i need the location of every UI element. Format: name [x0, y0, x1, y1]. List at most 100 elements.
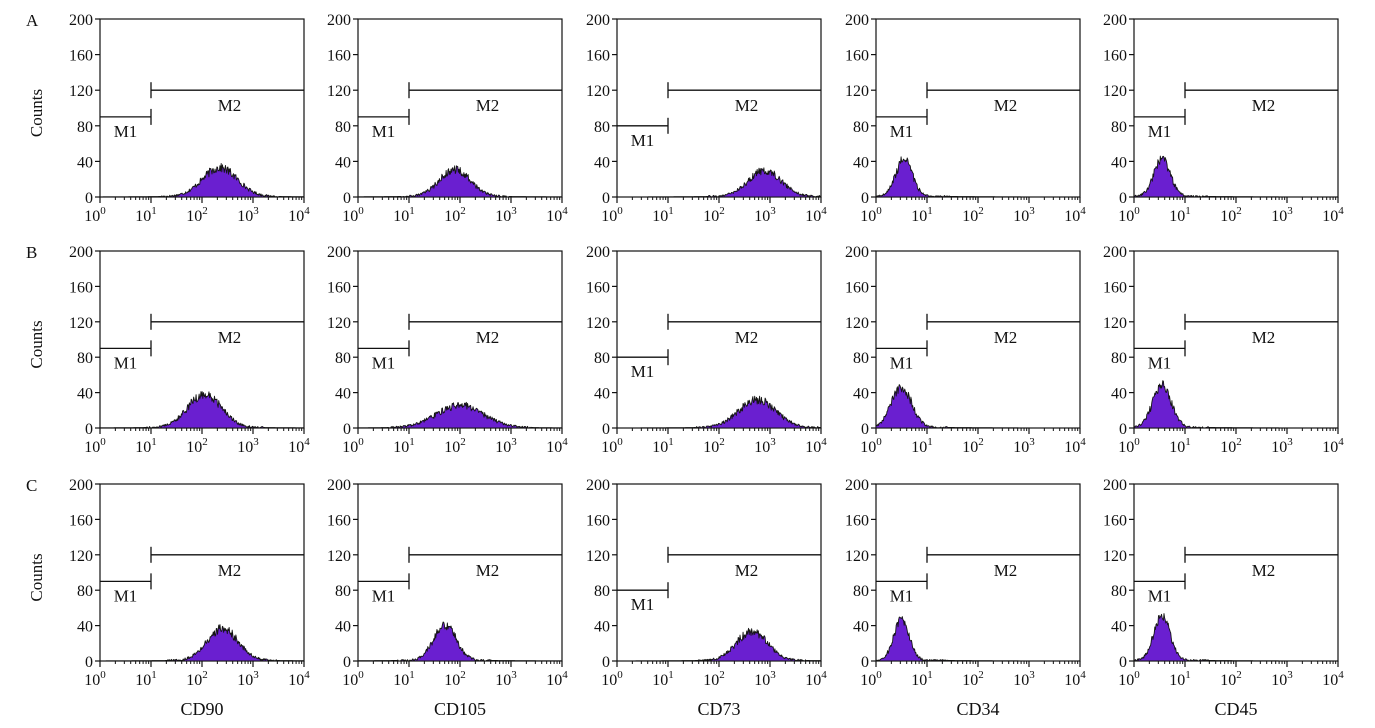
x-tick-label: 104 — [1322, 205, 1344, 225]
m2-gate-label: M2 — [994, 96, 1018, 115]
y-tick-label: 0 — [1119, 654, 1127, 671]
y-tick-label: 0 — [343, 654, 351, 671]
x-tick-label: 100 — [342, 436, 364, 456]
histogram-panel-b-cd34: 0 40 80 120 160 200 100 101 102 103 104 M1 M2 — [845, 244, 1086, 456]
m2-gate-label: M2 — [476, 328, 500, 347]
x-tick-label: 104 — [805, 436, 827, 456]
y-tick-label: 0 — [602, 654, 610, 671]
y-tick-label: 80 — [335, 583, 351, 600]
histogram-area — [616, 627, 822, 662]
y-tick-label: 0 — [861, 421, 869, 438]
m2-gate-label: M2 — [994, 328, 1018, 347]
x-tick-label: 104 — [546, 205, 568, 225]
y-tick-label: 40 — [77, 386, 93, 403]
y-tick-label: 40 — [335, 619, 351, 636]
y-tick-label: 80 — [77, 119, 93, 136]
m2-gate-label: M2 — [1252, 561, 1276, 580]
y-tick-label: 200 — [69, 12, 93, 29]
row-label-c: C — [26, 476, 37, 495]
m1-gate-label: M1 — [1148, 353, 1172, 372]
x-tick-label: 102 — [703, 436, 725, 456]
histogram-area — [875, 156, 1081, 198]
y-tick-label: 200 — [69, 477, 93, 494]
y-tick-label: 40 — [594, 619, 610, 636]
m2-gate-label: M2 — [1252, 96, 1276, 115]
y-tick-label: 160 — [845, 512, 869, 529]
x-tick-label: 100 — [601, 436, 623, 456]
x-tick-label: 103 — [1271, 669, 1293, 689]
m2-gate-label: M2 — [218, 96, 242, 115]
histogram-panel-b-cd73: 0 40 80 120 160 200 100 101 102 103 104 M1 M2 — [586, 244, 827, 456]
column-label-cd73: CD73 — [697, 699, 740, 719]
histogram-panel-a-cd34: 0 40 80 120 160 200 100 101 102 103 104 M1 M2 — [845, 12, 1086, 225]
y-tick-label: 40 — [335, 386, 351, 403]
x-tick-label: 100 — [84, 669, 106, 689]
histogram-area — [99, 391, 305, 429]
y-tick-label: 0 — [85, 421, 93, 438]
x-tick-label: 104 — [546, 669, 568, 689]
m1-gate-label: M1 — [631, 595, 655, 614]
row-label-a: A — [26, 11, 39, 30]
x-tick-label: 102 — [1220, 436, 1242, 456]
x-tick-label: 102 — [703, 669, 725, 689]
x-tick-label: 104 — [288, 205, 310, 225]
x-tick-label: 100 — [601, 669, 623, 689]
y-tick-label: 200 — [1103, 477, 1127, 494]
x-tick-label: 101 — [135, 669, 157, 689]
y-tick-label: 40 — [77, 619, 93, 636]
y-tick-label: 80 — [853, 350, 869, 367]
x-tick-label: 102 — [186, 436, 208, 456]
x-tick-label: 100 — [84, 436, 106, 456]
x-tick-label: 100 — [860, 205, 882, 225]
histogram-area — [357, 401, 563, 429]
x-tick-label: 104 — [288, 669, 310, 689]
y-tick-label: 160 — [586, 48, 610, 65]
y-tick-label: 120 — [1103, 548, 1127, 565]
m2-gate-label: M2 — [218, 561, 242, 580]
m2-gate-label: M2 — [476, 96, 500, 115]
y-tick-label: 160 — [586, 279, 610, 296]
x-tick-label: 104 — [805, 205, 827, 225]
y-tick-label: 160 — [1103, 512, 1127, 529]
y-tick-label: 160 — [1103, 48, 1127, 65]
x-tick-label: 102 — [444, 205, 466, 225]
x-tick-label: 100 — [342, 205, 364, 225]
x-tick-label: 102 — [444, 436, 466, 456]
histogram-area — [99, 624, 305, 662]
x-tick-label: 101 — [135, 436, 157, 456]
histogram-area — [1133, 155, 1339, 198]
m2-gate-label: M2 — [735, 96, 759, 115]
y-tick-label: 120 — [586, 548, 610, 565]
y-tick-label: 200 — [327, 12, 351, 29]
x-tick-label: 102 — [962, 669, 984, 689]
column-label-cd90: CD90 — [180, 699, 223, 719]
histogram-panel-b-cd45: 0 40 80 120 160 200 100 101 102 103 104 M1 M2 — [1103, 244, 1344, 456]
y-tick-label: 80 — [77, 583, 93, 600]
y-tick-label: 0 — [1119, 190, 1127, 207]
plot-frame — [616, 250, 822, 429]
x-tick-label: 103 — [1271, 205, 1293, 225]
y-tick-label: 80 — [594, 350, 610, 367]
m1-gate-label: M1 — [631, 131, 655, 150]
y-tick-label: 200 — [586, 477, 610, 494]
histogram-area — [1133, 613, 1339, 662]
histogram-panel-a-cd73: 0 40 80 120 160 200 100 101 102 103 104 M1 M2 — [586, 12, 827, 225]
x-tick-label: 104 — [1064, 669, 1086, 689]
y-tick-label: 40 — [594, 386, 610, 403]
m2-gate-label: M2 — [994, 561, 1018, 580]
y-tick-label: 120 — [69, 315, 93, 332]
y-tick-label: 80 — [853, 583, 869, 600]
y-tick-label: 120 — [845, 315, 869, 332]
y-tick-label: 40 — [853, 619, 869, 636]
column-label-cd45: CD45 — [1214, 699, 1257, 719]
x-tick-label: 101 — [393, 205, 415, 225]
y-tick-label: 0 — [602, 190, 610, 207]
histogram-area — [616, 167, 822, 198]
y-tick-label: 200 — [586, 244, 610, 261]
x-tick-label: 103 — [495, 669, 517, 689]
y-tick-label: 200 — [327, 477, 351, 494]
y-tick-label: 40 — [1111, 154, 1127, 171]
y-tick-label: 200 — [1103, 244, 1127, 261]
y-tick-label: 200 — [69, 244, 93, 261]
